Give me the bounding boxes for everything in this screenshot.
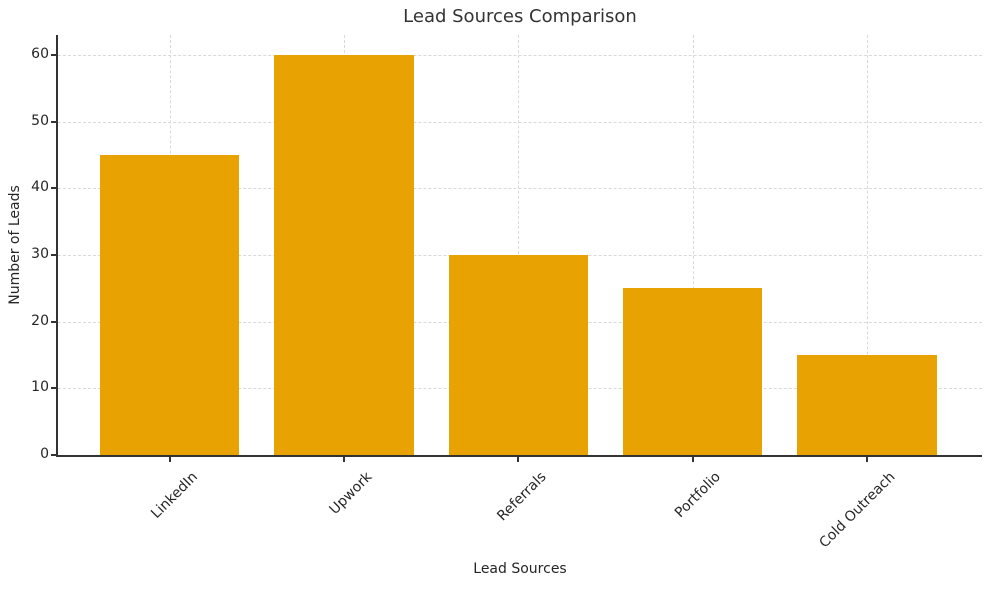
x-tick <box>517 457 520 462</box>
bar-upwork <box>274 55 414 455</box>
x-tick-label: Upwork <box>326 469 376 518</box>
vertical-gridline <box>518 35 520 455</box>
x-tick <box>865 457 868 462</box>
y-tick <box>51 54 56 56</box>
x-tick-label: Portfolio <box>671 469 724 522</box>
y-tick <box>51 120 56 123</box>
y-axis-spine <box>56 35 58 457</box>
bar-cold-outreach <box>797 355 937 455</box>
plot-area: 0 10 20 30 40 50 60 LinkedIn Upwork Referrals Port… <box>31 35 982 551</box>
x-tick-label: Referrals <box>494 469 550 525</box>
x-tick <box>691 457 694 462</box>
y-tick-label: 50 <box>31 112 49 129</box>
x-tick <box>342 457 345 462</box>
y-tick-label: 0 <box>40 446 49 462</box>
x-axis-spine <box>56 455 982 457</box>
y-tick <box>51 254 56 256</box>
horizontal-gridline <box>58 55 982 56</box>
y-axis-label: Number of Leads <box>7 185 23 305</box>
x-tick <box>168 457 171 462</box>
y-tick <box>51 187 56 190</box>
vertical-gridline <box>866 35 868 455</box>
x-tick-label: Cold Outreach <box>816 469 899 552</box>
y-tick <box>51 454 56 456</box>
chart-title: Lead Sources Comparison <box>403 6 637 27</box>
y-tick <box>51 387 56 390</box>
y-tick-label: 60 <box>31 46 49 62</box>
bar-linkedin <box>99 155 240 455</box>
horizontal-gridline <box>58 121 982 123</box>
y-tick-label: 20 <box>31 312 49 329</box>
bar-referrals <box>448 255 588 455</box>
y-tick-label: 30 <box>31 246 49 262</box>
vertical-gridline <box>692 35 694 455</box>
y-tick-label: 40 <box>31 179 49 196</box>
horizontal-gridline <box>58 188 982 190</box>
bar-portfolio <box>622 288 763 455</box>
y-tick-label: 10 <box>31 379 49 396</box>
y-tick <box>51 320 56 323</box>
x-axis-label: Lead Sources <box>473 561 567 577</box>
x-tick-label: LinkedIn <box>148 469 201 522</box>
